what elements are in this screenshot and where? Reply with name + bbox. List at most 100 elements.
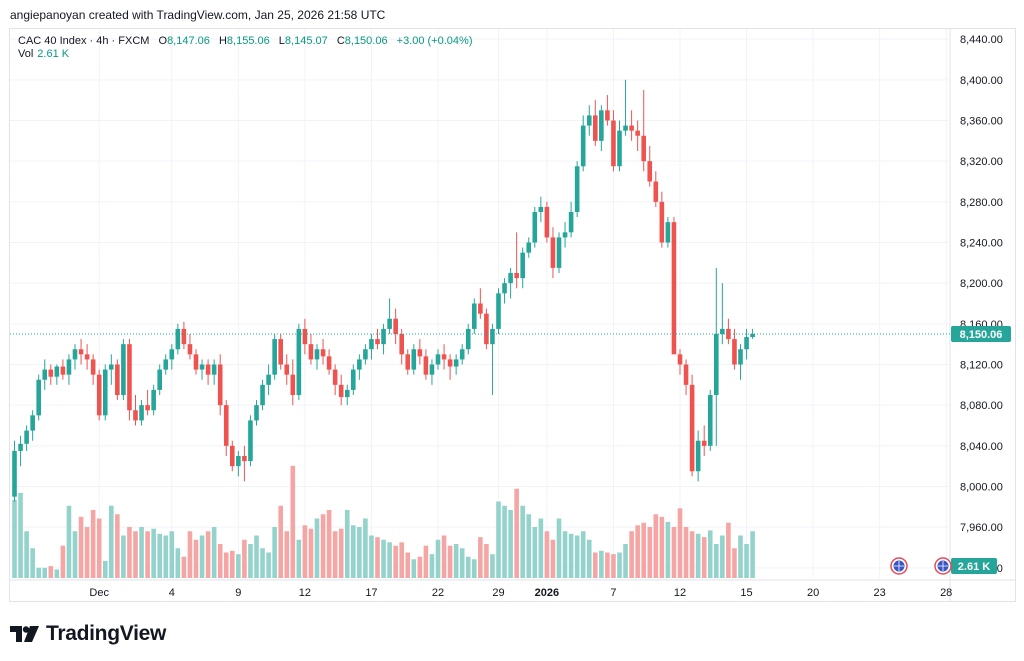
candle-body	[689, 384, 695, 472]
candle-body	[314, 349, 320, 360]
volume-bar	[647, 527, 653, 578]
volume-bar	[205, 531, 211, 578]
volume-bar	[441, 535, 447, 578]
high-value: 8,155.06	[226, 35, 270, 47]
volume-bar	[78, 516, 84, 578]
event-marker-lines	[894, 561, 904, 571]
candle-body	[308, 344, 314, 360]
volume-bar	[490, 554, 495, 578]
chart-frame[interactable]	[9, 28, 1016, 602]
candle-body	[532, 212, 538, 243]
candle-body	[429, 364, 435, 375]
candle-body	[411, 349, 417, 370]
volume-bar	[272, 527, 277, 578]
volume-bar	[42, 567, 48, 578]
candle-body	[502, 283, 507, 294]
candle-body	[738, 349, 743, 365]
candle-body	[30, 415, 35, 431]
candle-body	[54, 366, 60, 377]
grid-lines	[9, 28, 1016, 601]
volume-bar	[701, 537, 707, 578]
volume-bar	[332, 531, 338, 578]
volume-bar	[157, 533, 162, 578]
candle-body	[242, 456, 247, 462]
time-tick-label: 22	[432, 587, 444, 599]
candle-body	[151, 389, 156, 411]
volume-bar	[435, 539, 441, 578]
candle-body	[562, 232, 568, 238]
candle-body	[145, 405, 150, 411]
tradingview-logo[interactable]: TradingView	[10, 622, 166, 646]
candle-body	[211, 364, 217, 375]
candle-body	[230, 445, 235, 467]
candle-body	[544, 206, 550, 238]
candle-body	[526, 242, 532, 253]
volume-bar	[556, 518, 562, 578]
time-tick-label: 4	[169, 587, 175, 599]
volume-bar	[605, 552, 610, 578]
candle-body	[714, 334, 719, 395]
volume-bar	[635, 525, 640, 578]
volume-bar	[671, 527, 677, 578]
candle-body	[223, 405, 229, 446]
candle-body	[133, 410, 138, 421]
candle-body	[115, 364, 120, 395]
volume-bar	[48, 566, 54, 578]
candle-body	[720, 328, 725, 334]
volume-bar	[568, 533, 574, 578]
last-price-badge-text: 8,150.06	[960, 329, 1003, 341]
volume-bar	[465, 556, 471, 578]
volume-bar	[284, 531, 290, 578]
candle-body	[593, 115, 598, 141]
last-price-badge	[951, 325, 1011, 342]
candle-body	[363, 349, 368, 360]
volume-bar	[544, 531, 550, 578]
time-tick-label: 23	[874, 587, 886, 599]
candle-body	[236, 456, 241, 467]
candle-body	[24, 430, 29, 444]
candle-body	[478, 303, 483, 314]
volume-bar	[296, 539, 302, 578]
price-tick-label: 8,320.00	[960, 156, 1003, 168]
volume-bar	[90, 510, 96, 578]
volume-bar	[526, 514, 532, 578]
candle-body	[351, 369, 356, 390]
price-tick-label: 8,000.00	[960, 482, 1003, 494]
volume-bar	[121, 535, 126, 578]
candle-body	[84, 354, 90, 360]
time-tick-label: 9	[235, 587, 241, 599]
candle-body	[96, 374, 102, 416]
volume-bar	[381, 539, 386, 578]
volume-bar	[314, 518, 320, 578]
volume-bar	[12, 499, 17, 578]
volume-bar	[695, 533, 701, 578]
volume-bar	[726, 522, 731, 578]
volume-bar	[96, 518, 102, 578]
candle-body	[508, 273, 513, 284]
volume-bar	[248, 544, 253, 578]
candle-body	[357, 359, 362, 370]
candle-body	[441, 354, 447, 360]
candle-body	[332, 369, 338, 385]
volume-bar	[115, 514, 120, 578]
open-value: 8,147.06	[167, 35, 210, 47]
price-tick-label: 8,280.00	[960, 197, 1003, 209]
volume-bar	[254, 535, 259, 578]
candle-body	[653, 181, 659, 202]
volume-bar	[411, 559, 417, 578]
volume-bar	[659, 516, 665, 578]
candle-body	[405, 354, 411, 370]
candle-body	[375, 339, 380, 345]
candle-body	[90, 359, 96, 375]
candle-body	[550, 237, 556, 268]
volume-bar	[665, 521, 671, 578]
volume-bar	[484, 544, 489, 578]
chart-credit: angiepanoyan created with TradingView.co…	[10, 8, 386, 22]
candle-body	[387, 318, 392, 329]
candle-body	[272, 339, 277, 375]
price-tick-label: 7,960.00	[960, 522, 1003, 534]
price-tick-label: 8,120.00	[960, 360, 1003, 372]
volume-bar	[623, 544, 628, 578]
volume-bar	[236, 554, 241, 578]
